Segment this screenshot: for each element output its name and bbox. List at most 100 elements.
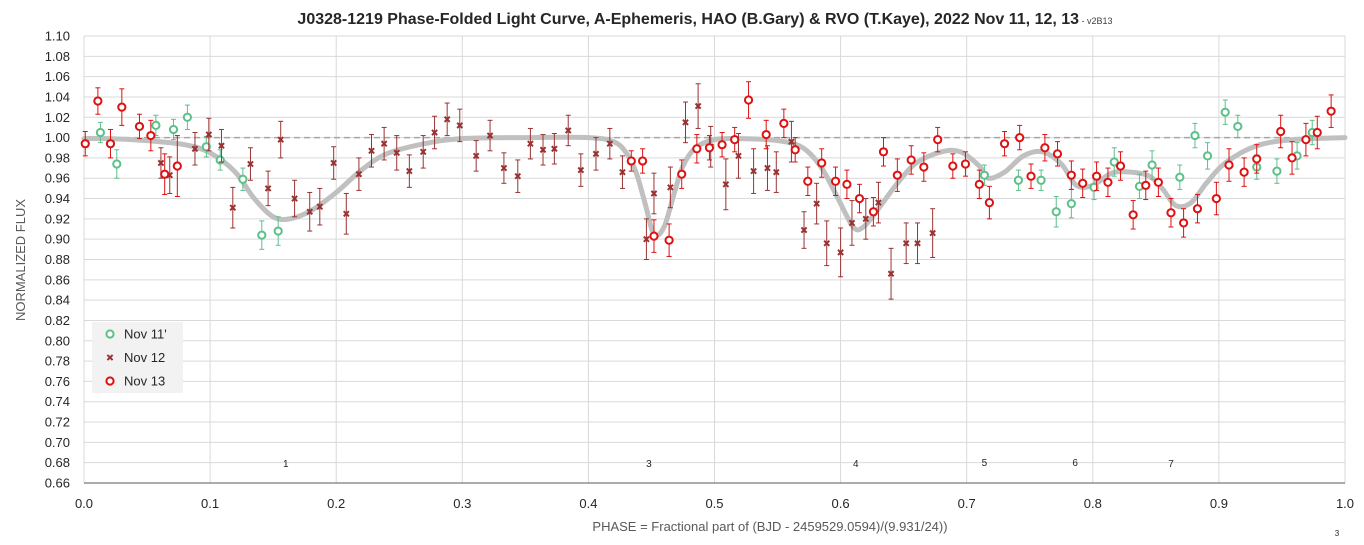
data-point bbox=[1128, 210, 1138, 220]
data-point bbox=[1015, 132, 1025, 143]
data-point bbox=[229, 204, 237, 211]
y-tick-label: 0.76 bbox=[45, 374, 70, 389]
data-point bbox=[316, 203, 324, 210]
data-point bbox=[692, 144, 702, 154]
data-point bbox=[1312, 127, 1322, 138]
data-point bbox=[157, 159, 165, 167]
data-point bbox=[1202, 151, 1213, 161]
data-point bbox=[854, 193, 865, 204]
data-point bbox=[1103, 177, 1113, 187]
y-tick-label: 0.78 bbox=[45, 354, 70, 369]
x-tick-label: 0.9 bbox=[1210, 496, 1228, 511]
data-point bbox=[790, 145, 800, 155]
x-tick-label: 0.8 bbox=[1084, 496, 1102, 511]
data-point bbox=[1301, 135, 1311, 145]
y-tick-label: 0.86 bbox=[45, 272, 70, 287]
data-point bbox=[677, 169, 687, 179]
data-point bbox=[1013, 175, 1024, 185]
data-point bbox=[735, 152, 742, 160]
data-point bbox=[1052, 149, 1063, 159]
data-point bbox=[902, 239, 910, 247]
x-tick-label: 0.5 bbox=[705, 496, 723, 511]
data-point bbox=[1287, 153, 1297, 163]
data-point bbox=[330, 159, 337, 167]
data-point bbox=[105, 139, 116, 149]
data-point bbox=[238, 174, 248, 184]
y-tick-label: 0.92 bbox=[45, 211, 70, 226]
data-point bbox=[172, 161, 182, 171]
data-point bbox=[638, 156, 648, 166]
data-point bbox=[431, 129, 438, 136]
data-point bbox=[201, 142, 211, 152]
x-tick-label: 0.6 bbox=[832, 496, 850, 511]
data-point bbox=[1115, 161, 1126, 171]
data-point bbox=[1147, 160, 1157, 170]
data-point bbox=[1026, 171, 1036, 181]
data-point bbox=[151, 120, 161, 131]
data-point bbox=[919, 162, 929, 172]
y-tick-label: 0.94 bbox=[45, 191, 70, 206]
data-point bbox=[664, 235, 674, 245]
y-tick-label: 0.74 bbox=[45, 394, 70, 409]
y-tick-label: 0.90 bbox=[45, 232, 70, 247]
data-point bbox=[682, 119, 689, 126]
data-point bbox=[1192, 204, 1203, 214]
data-point bbox=[875, 199, 882, 206]
data-point bbox=[1040, 143, 1050, 153]
data-point bbox=[868, 207, 878, 217]
data-point bbox=[650, 190, 658, 197]
x-tick-label: 0.0 bbox=[75, 496, 93, 511]
data-point bbox=[933, 135, 943, 145]
y-tick-label: 0.72 bbox=[45, 415, 70, 430]
x-tick-label: 0.1 bbox=[201, 496, 219, 511]
data-point bbox=[1211, 193, 1221, 204]
data-point bbox=[761, 129, 771, 140]
axes: 0.660.680.700.720.740.760.780.800.820.84… bbox=[45, 29, 1354, 512]
data-point bbox=[1190, 130, 1200, 141]
data-point bbox=[830, 176, 841, 186]
data-point bbox=[788, 138, 795, 145]
data-point bbox=[168, 124, 179, 135]
data-point bbox=[1178, 218, 1189, 228]
y-tick-label: 0.66 bbox=[45, 476, 70, 491]
data-point bbox=[837, 249, 844, 256]
legend-marker bbox=[105, 376, 115, 386]
legend-label: Nov 11' bbox=[124, 327, 167, 342]
data-point bbox=[817, 158, 827, 168]
data-point bbox=[117, 102, 127, 112]
data-point bbox=[892, 170, 902, 180]
y-tick-label: 0.68 bbox=[45, 455, 70, 470]
data-point bbox=[842, 179, 852, 189]
x-axis-label: PHASE = Fractional part of (BJD - 245952… bbox=[592, 519, 947, 534]
series-2 bbox=[157, 83, 936, 300]
y-tick-label: 1.08 bbox=[45, 49, 70, 64]
chart-title-version: - v2B13 bbox=[1079, 16, 1113, 26]
data-point bbox=[419, 148, 427, 156]
legend-label: Nov 12 bbox=[124, 350, 165, 365]
data-points bbox=[80, 81, 1336, 300]
data-point bbox=[999, 139, 1010, 149]
data-point bbox=[887, 270, 895, 278]
data-point bbox=[743, 95, 754, 105]
y-tick-label: 1.06 bbox=[45, 69, 70, 84]
data-point bbox=[878, 147, 889, 157]
data-point bbox=[191, 145, 199, 153]
y-tick-label: 0.98 bbox=[45, 150, 70, 165]
data-point bbox=[906, 155, 916, 165]
chart-title: J0328-1219 Phase-Folded Light Curve, A-E… bbox=[297, 11, 1112, 28]
data-point bbox=[112, 159, 122, 169]
data-point bbox=[606, 140, 614, 147]
data-point bbox=[984, 198, 994, 208]
data-point bbox=[500, 164, 508, 172]
data-point bbox=[564, 127, 572, 134]
data-point bbox=[472, 152, 480, 160]
y-tick-label: 1.10 bbox=[45, 29, 70, 44]
y-tick-label: 1.04 bbox=[45, 89, 70, 104]
data-point bbox=[1089, 182, 1099, 192]
data-point bbox=[862, 215, 870, 223]
data-point bbox=[1153, 177, 1163, 187]
data-point bbox=[93, 96, 103, 106]
data-point bbox=[514, 172, 522, 180]
data-point bbox=[456, 122, 464, 129]
